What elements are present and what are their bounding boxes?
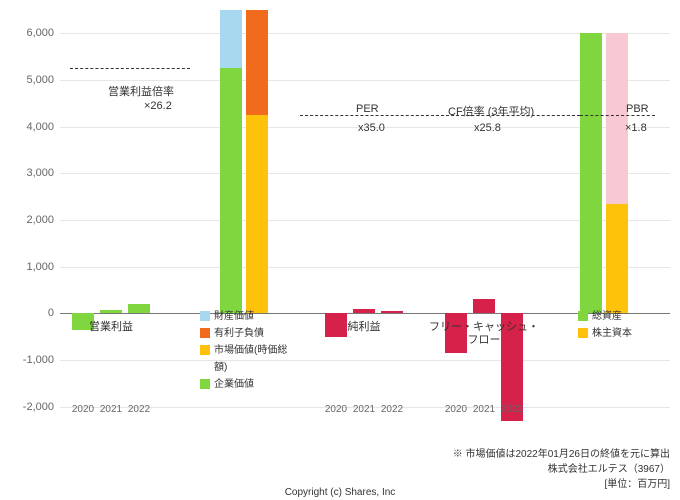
legend: 財産価値有利子負債市場価値(時価総額) 企業価値 [200,307,287,392]
y-tick-label: 6,000 [4,27,54,39]
ratio-label: ×1.8 [625,122,647,134]
x-year-label: 2020 [72,404,94,415]
legend-text: 額) [214,362,227,373]
legend-item: 額) [200,358,287,373]
bar [606,204,628,314]
gridline [60,80,670,81]
footnote: 株式会社エルテス（3967） [548,460,670,475]
legend-item: 有利子負債 [200,324,287,339]
x-year-label: 2021 [100,404,122,415]
x-year-label: 2020 [445,404,467,415]
legend-item: 株主資本 [578,324,632,339]
ratio-label: PER [356,103,379,115]
y-tick-label: 1,000 [4,261,54,273]
legend-text: 株主資本 [592,328,632,339]
y-tick-label: 4,000 [4,121,54,133]
chart-area [60,10,670,430]
bar [580,33,602,313]
x-year-label: 2022 [501,404,523,415]
gridline [60,33,670,34]
gridline [60,173,670,174]
ratio-label: CF倍率 (3年平均) [448,103,534,119]
legend-text: 財産価値 [214,311,254,322]
footnote: ※ 市場価値は2022年01月26日の終値を元に算出 [453,445,670,460]
bar [220,68,242,313]
legend-item: 市場価値(時価総 [200,341,287,356]
ratio-label: ×26.2 [144,100,172,112]
x-year-label: 2020 [325,404,347,415]
reference-line [580,115,655,116]
y-tick-label: 2,000 [4,214,54,226]
legend-swatch [578,328,588,338]
legend-item: 財産価値 [200,307,287,322]
bar [473,299,495,313]
ratio-label: x35.0 [358,122,385,134]
legend-swatch [200,328,210,338]
section-label: 純利益 [348,318,381,334]
bar [381,311,403,313]
legend-item: 企業価値 [200,375,287,390]
gridline [60,267,670,268]
legend-text: 総資産 [592,311,622,322]
y-tick-label: 3,000 [4,167,54,179]
y-tick-label: -2,000 [4,401,54,413]
legend-swatch [200,379,210,389]
bar [353,309,375,314]
legend-text: 企業価値 [214,379,254,390]
legend-swatch [578,311,588,321]
legend-item: 総資産 [578,307,632,322]
x-year-label: 2021 [473,404,495,415]
reference-line [70,68,190,69]
bar [100,310,122,314]
ratio-label: PBR [626,103,649,115]
gridline [60,220,670,221]
section-label: 営業利益 [89,318,133,334]
section-label: フロー [468,331,501,347]
legend-swatch [200,311,210,321]
gridline [60,360,670,361]
y-tick-label: 5,000 [4,74,54,86]
reference-line [300,115,580,116]
legend-text: 市場価値(時価総 [214,345,287,356]
y-tick-label: 0 [4,307,54,319]
legend: 総資産株主資本 [578,307,632,341]
x-year-label: 2021 [353,404,375,415]
ratio-label: 営業利益倍率 [108,83,174,99]
legend-swatch [200,345,210,355]
bar [246,115,268,313]
y-tick-label: -1,000 [4,354,54,366]
bar [325,313,347,336]
plot-area [60,10,670,430]
ratio-label: x25.8 [474,122,501,134]
x-year-label: 2022 [381,404,403,415]
legend-text: 有利子負債 [214,328,264,339]
copyright: Copyright (c) Shares, Inc [0,487,680,498]
x-year-label: 2022 [128,404,150,415]
bar [128,304,150,313]
